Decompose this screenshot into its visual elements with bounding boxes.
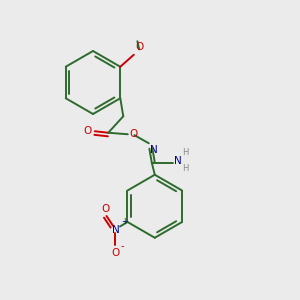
Text: O: O (101, 204, 110, 214)
Text: O: O (135, 42, 143, 52)
Text: N: N (174, 156, 182, 166)
Text: H: H (182, 148, 189, 158)
Text: H: H (182, 164, 189, 173)
Text: +: + (121, 217, 127, 226)
Text: N: N (112, 224, 119, 235)
Text: -: - (121, 241, 124, 251)
Text: O: O (83, 126, 92, 136)
Text: O: O (130, 129, 138, 139)
Text: O: O (111, 248, 120, 257)
Text: N: N (150, 145, 158, 155)
